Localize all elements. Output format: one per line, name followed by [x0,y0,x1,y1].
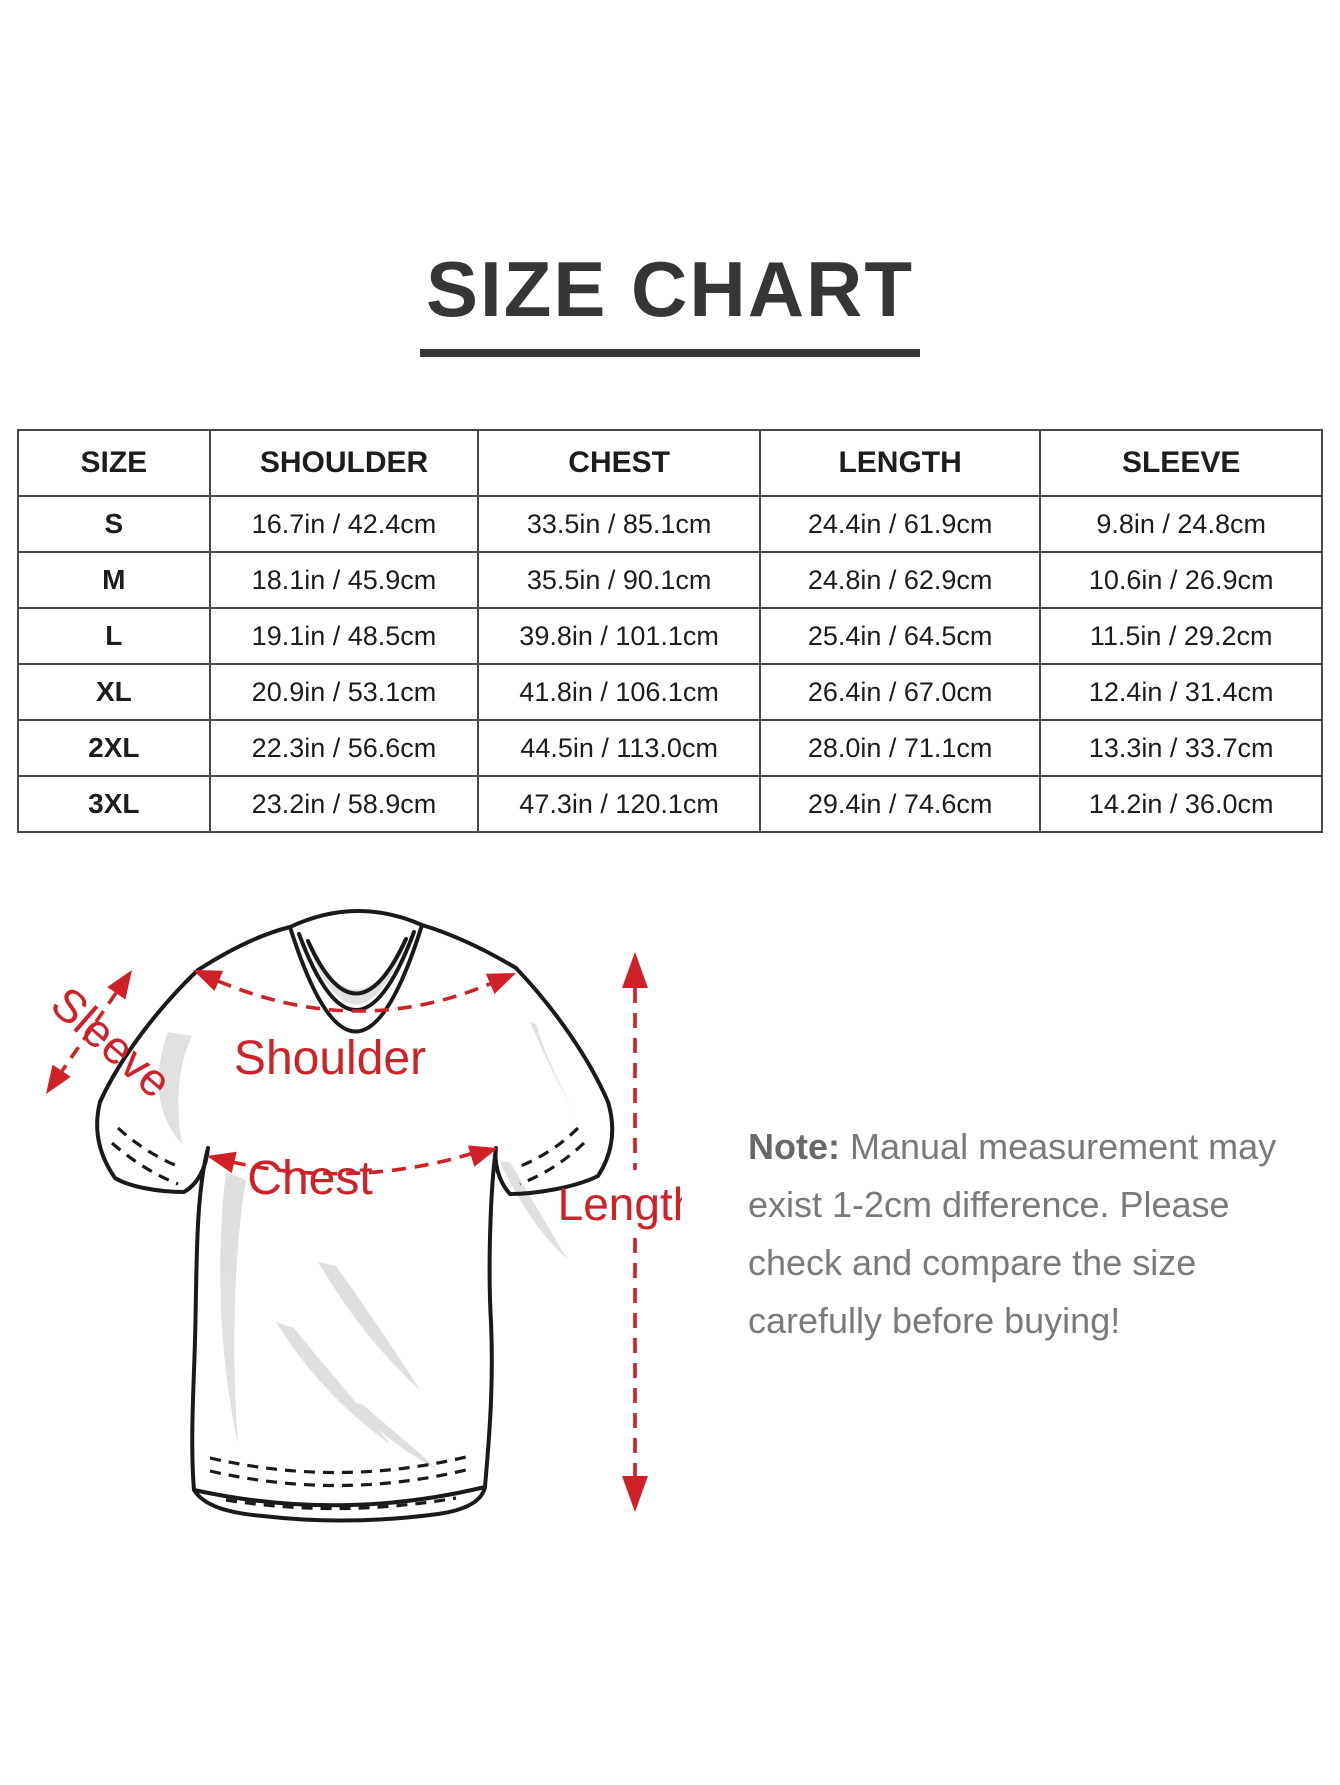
shoulder-label: Shoulder [234,1032,426,1085]
tshirt-shading [158,934,580,1470]
cell-shoulder: 23.2in / 58.9cm [208,775,480,833]
sleeve-label: Sleeve [41,976,181,1108]
cell-chest: 47.3in / 120.1cm [477,775,761,833]
cell-chest: 39.8in / 101.1cm [477,607,761,665]
measurement-annotations: Shoulder Chest Sleeve Length [41,952,682,1512]
note-line: check and compare the size [748,1242,1197,1283]
cell-length: 29.4in / 74.6cm [758,775,1042,833]
header-chest: CHEST [477,429,761,497]
cell-sleeve: 10.6in / 26.9cm [1039,551,1323,609]
length-label: Length [558,1178,682,1230]
note-line: carefully before buying! [748,1300,1121,1341]
cell-size: S [17,495,211,553]
measurement-note: Note: Manual measurement may exist 1-2cm … [748,1118,1288,1350]
cell-length: 26.4in / 67.0cm [758,663,1042,721]
cell-length: 24.4in / 61.9cm [758,495,1042,553]
title-wrap: SIZE CHART [0,244,1340,357]
table-header-row: SIZE SHOULDER CHEST LENGTH SLEEVE [17,429,1323,497]
table-row: L 19.1in / 48.5cm 39.8in / 101.1cm 25.4i… [17,607,1323,665]
note-line: exist 1-2cm difference. Please [748,1184,1230,1225]
note-line: Note: Manual measurement may [748,1118,1288,1176]
cell-sleeve: 13.3in / 33.7cm [1039,719,1323,777]
header-size: SIZE [17,429,211,497]
chest-arrow [207,1145,498,1176]
cell-size: M [17,551,211,609]
length-arrow [622,952,648,1512]
cell-sleeve: 14.2in / 36.0cm [1039,775,1323,833]
cell-size: XL [17,663,211,721]
note-prefix: Note: [748,1126,840,1167]
header-shoulder: SHOULDER [208,429,480,497]
cell-size: L [17,607,211,665]
cell-shoulder: 18.1in / 45.9cm [208,551,480,609]
cell-sleeve: 11.5in / 29.2cm [1039,607,1323,665]
cell-size: 3XL [17,775,211,833]
chest-label: Chest [247,1152,372,1205]
page-title: SIZE CHART [420,244,920,357]
tshirt-measurement-diagram: Shoulder Chest Sleeve Length [41,909,682,1523]
shoulder-arrow [193,970,516,1013]
cell-chest: 33.5in / 85.1cm [477,495,761,553]
table-row: M 18.1in / 45.9cm 35.5in / 90.1cm 24.8in… [17,551,1323,609]
cell-length: 28.0in / 71.1cm [758,719,1042,777]
cell-size: 2XL [17,719,211,777]
tshirt-stitching [110,1126,586,1511]
note-text: Manual measurement may [850,1126,1277,1167]
cell-shoulder: 20.9in / 53.1cm [208,663,480,721]
table-row: 3XL 23.2in / 58.9cm 47.3in / 120.1cm 29.… [17,775,1323,833]
cell-chest: 41.8in / 106.1cm [477,663,761,721]
cell-shoulder: 16.7in / 42.4cm [208,495,480,553]
cell-shoulder: 19.1in / 48.5cm [208,607,480,665]
table-row: S 16.7in / 42.4cm 33.5in / 85.1cm 24.4in… [17,495,1323,553]
cell-chest: 35.5in / 90.1cm [477,551,761,609]
cell-chest: 44.5in / 113.0cm [477,719,761,777]
cell-length: 25.4in / 64.5cm [758,607,1042,665]
cell-shoulder: 22.3in / 56.6cm [208,719,480,777]
header-length: LENGTH [758,429,1042,497]
cell-length: 24.8in / 62.9cm [758,551,1042,609]
table-row: 2XL 22.3in / 56.6cm 44.5in / 113.0cm 28.… [17,719,1323,777]
cell-sleeve: 12.4in / 31.4cm [1039,663,1323,721]
tshirt-outline [95,909,615,1523]
header-sleeve: SLEEVE [1039,429,1323,497]
sleeve-arrow [46,970,132,1094]
size-table: SIZE SHOULDER CHEST LENGTH SLEEVE S 16.7… [17,429,1323,833]
cell-sleeve: 9.8in / 24.8cm [1039,495,1323,553]
table-row: XL 20.9in / 53.1cm 41.8in / 106.1cm 26.4… [17,663,1323,721]
